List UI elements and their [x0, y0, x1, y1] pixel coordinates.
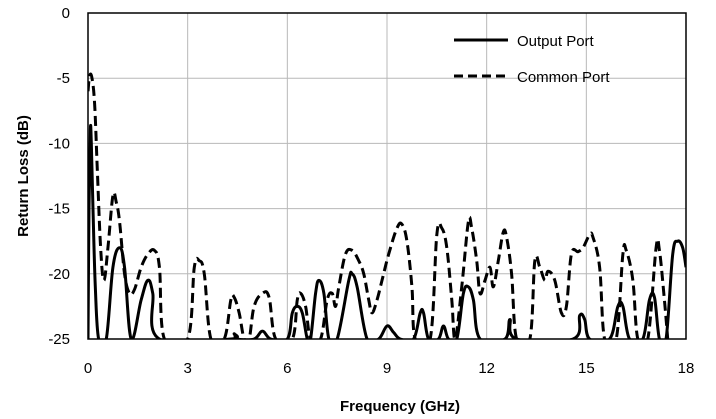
- series-layer: [88, 72, 686, 339]
- series-line-common-port: [88, 72, 670, 339]
- x-tick-label-0: 0: [84, 360, 92, 377]
- legend: Output Port Common Port: [454, 33, 610, 86]
- x-tick-label-2: 6: [283, 360, 291, 377]
- x-axis-title: Frequency (GHz): [340, 398, 460, 415]
- y-axis-title: Return Loss (dB): [15, 115, 32, 237]
- y-tick-label-1: -5: [57, 70, 70, 87]
- legend-label-output-port: Output Port: [517, 33, 595, 50]
- grid-lines: [88, 13, 686, 339]
- y-tick-label-0: 0: [62, 5, 70, 22]
- y-tick-label-5: -25: [48, 331, 70, 348]
- y-tick-label-2: -10: [48, 135, 70, 152]
- x-tick-labels: 0 3 6 9 12 15 18: [84, 360, 695, 377]
- x-tick-label-4: 12: [478, 360, 495, 377]
- x-tick-label-1: 3: [183, 360, 191, 377]
- plot-frame: [87, 12, 687, 340]
- x-tick-label-5: 15: [578, 360, 595, 377]
- y-tick-label-4: -20: [48, 266, 70, 283]
- x-tick-label-6: 18: [678, 360, 695, 377]
- series-line-output-port: [88, 123, 686, 339]
- x-tick-label-3: 9: [383, 360, 391, 377]
- legend-label-common-port: Common Port: [517, 69, 610, 86]
- y-tick-label-3: -15: [48, 201, 70, 218]
- y-tick-labels: 0 -5 -10 -15 -20 -25: [48, 5, 70, 348]
